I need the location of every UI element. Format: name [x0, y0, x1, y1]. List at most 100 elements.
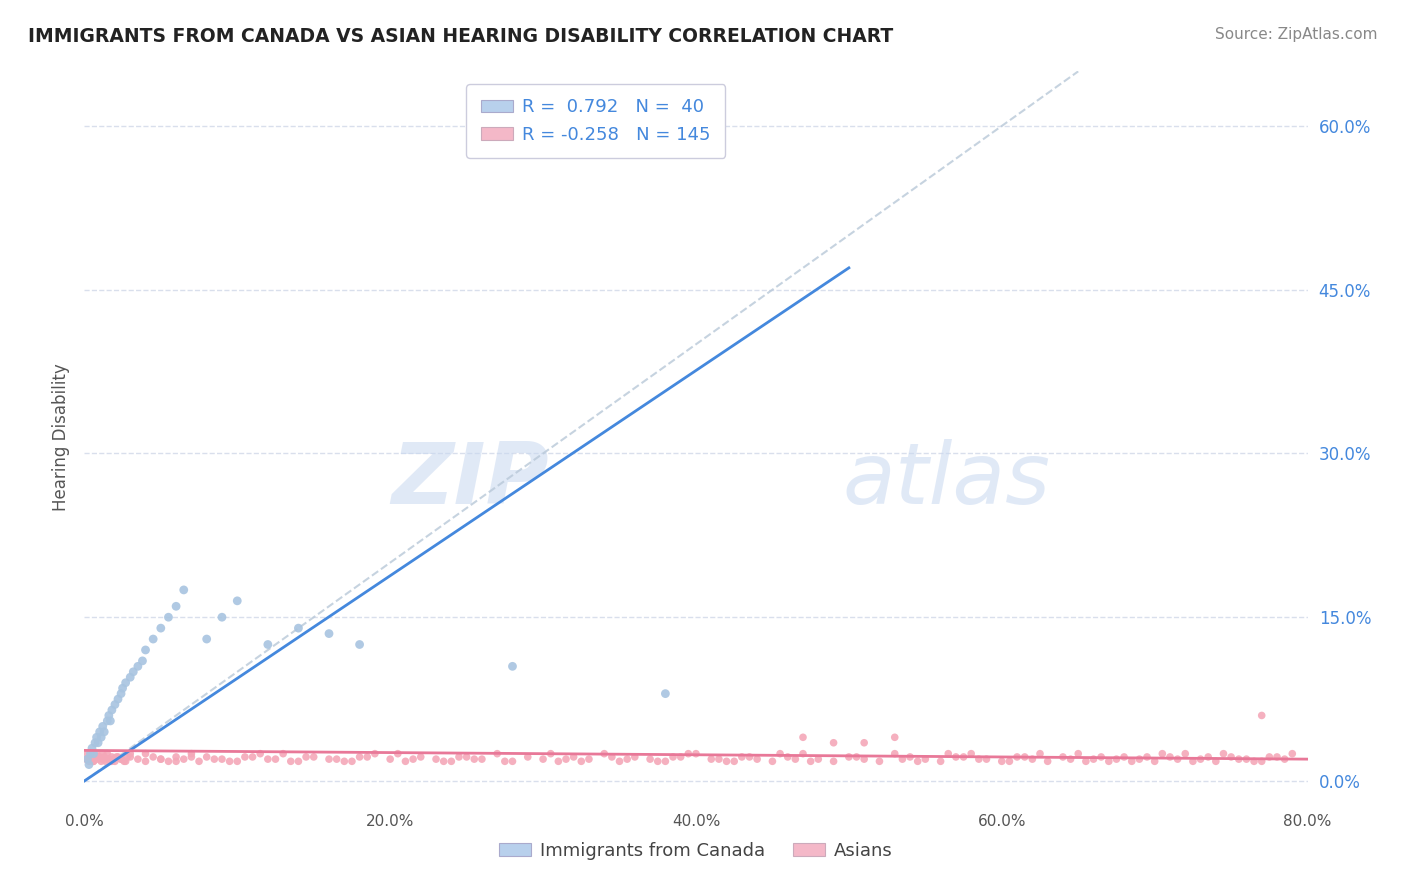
Point: [898, 750, 921, 764]
Point: [516, 750, 538, 764]
Point: [226, 594, 249, 608]
Point: [135, 754, 157, 768]
Point: [1159, 750, 1181, 764]
Point: [318, 626, 340, 640]
Point: [991, 754, 1014, 768]
Point: [87, 750, 110, 764]
Point: [77, 754, 100, 768]
Point: [180, 750, 202, 764]
Point: [1136, 750, 1159, 764]
Point: [823, 754, 845, 768]
Point: [83, 747, 105, 761]
Point: [165, 750, 187, 764]
Point: [114, 675, 136, 690]
Point: [103, 752, 125, 766]
Point: [1174, 747, 1197, 761]
Point: [456, 750, 478, 764]
Text: Source: ZipAtlas.com: Source: ZipAtlas.com: [1215, 27, 1378, 42]
Point: [97, 708, 120, 723]
Point: [440, 754, 463, 768]
Point: [463, 752, 485, 766]
Point: [98, 754, 121, 768]
Point: [302, 750, 325, 764]
Point: [960, 747, 983, 761]
Point: [716, 754, 738, 768]
Point: [471, 752, 494, 766]
Point: [1265, 750, 1288, 764]
Point: [93, 750, 115, 764]
Point: [96, 752, 118, 766]
Point: [107, 750, 129, 764]
Point: [1250, 708, 1272, 723]
Point: [776, 750, 799, 764]
Point: [1005, 750, 1028, 764]
Point: [914, 752, 936, 766]
Point: [936, 747, 959, 761]
Point: [195, 750, 218, 764]
Point: [723, 754, 745, 768]
Point: [93, 724, 115, 739]
Point: [287, 754, 309, 768]
Point: [318, 752, 340, 766]
Point: [853, 752, 876, 766]
Point: [700, 752, 723, 766]
Point: [120, 750, 142, 764]
Point: [96, 747, 118, 761]
Point: [380, 752, 402, 766]
Point: [1167, 752, 1189, 766]
Point: [77, 757, 100, 772]
Point: [107, 692, 129, 706]
Point: [1128, 752, 1150, 766]
Point: [1220, 750, 1243, 764]
Point: [149, 752, 172, 766]
Point: [1098, 754, 1121, 768]
Point: [188, 754, 211, 768]
Point: [257, 752, 280, 766]
Point: [120, 670, 142, 684]
Point: [1152, 747, 1174, 761]
Point: [142, 750, 165, 764]
Point: [79, 750, 101, 764]
Point: [624, 750, 647, 764]
Point: [409, 750, 432, 764]
Point: [94, 754, 117, 768]
Point: [157, 610, 180, 624]
Point: [287, 621, 309, 635]
Point: [86, 731, 108, 745]
Point: [165, 599, 187, 614]
Point: [654, 754, 676, 768]
Point: [853, 736, 876, 750]
Point: [1281, 747, 1303, 761]
Point: [891, 752, 914, 766]
Point: [1258, 750, 1281, 764]
Point: [90, 754, 112, 768]
Point: [976, 752, 998, 766]
Point: [149, 621, 172, 635]
Point: [769, 747, 792, 761]
Point: [967, 752, 990, 766]
Point: [233, 750, 256, 764]
Point: [333, 754, 356, 768]
Point: [110, 752, 132, 766]
Point: [1021, 752, 1043, 766]
Point: [325, 752, 347, 766]
Point: [364, 747, 387, 761]
Point: [883, 747, 905, 761]
Point: [1083, 752, 1105, 766]
Point: [494, 754, 516, 768]
Point: [486, 747, 509, 761]
Point: [87, 752, 110, 766]
Point: [76, 752, 98, 766]
Point: [110, 752, 132, 766]
Point: [1014, 750, 1036, 764]
Point: [1243, 754, 1265, 768]
Point: [738, 750, 761, 764]
Point: [1205, 754, 1227, 768]
Point: [84, 750, 107, 764]
Point: [340, 754, 363, 768]
Point: [929, 754, 952, 768]
Point: [149, 752, 172, 766]
Point: [349, 750, 371, 764]
Point: [707, 752, 730, 766]
Point: [600, 750, 623, 764]
